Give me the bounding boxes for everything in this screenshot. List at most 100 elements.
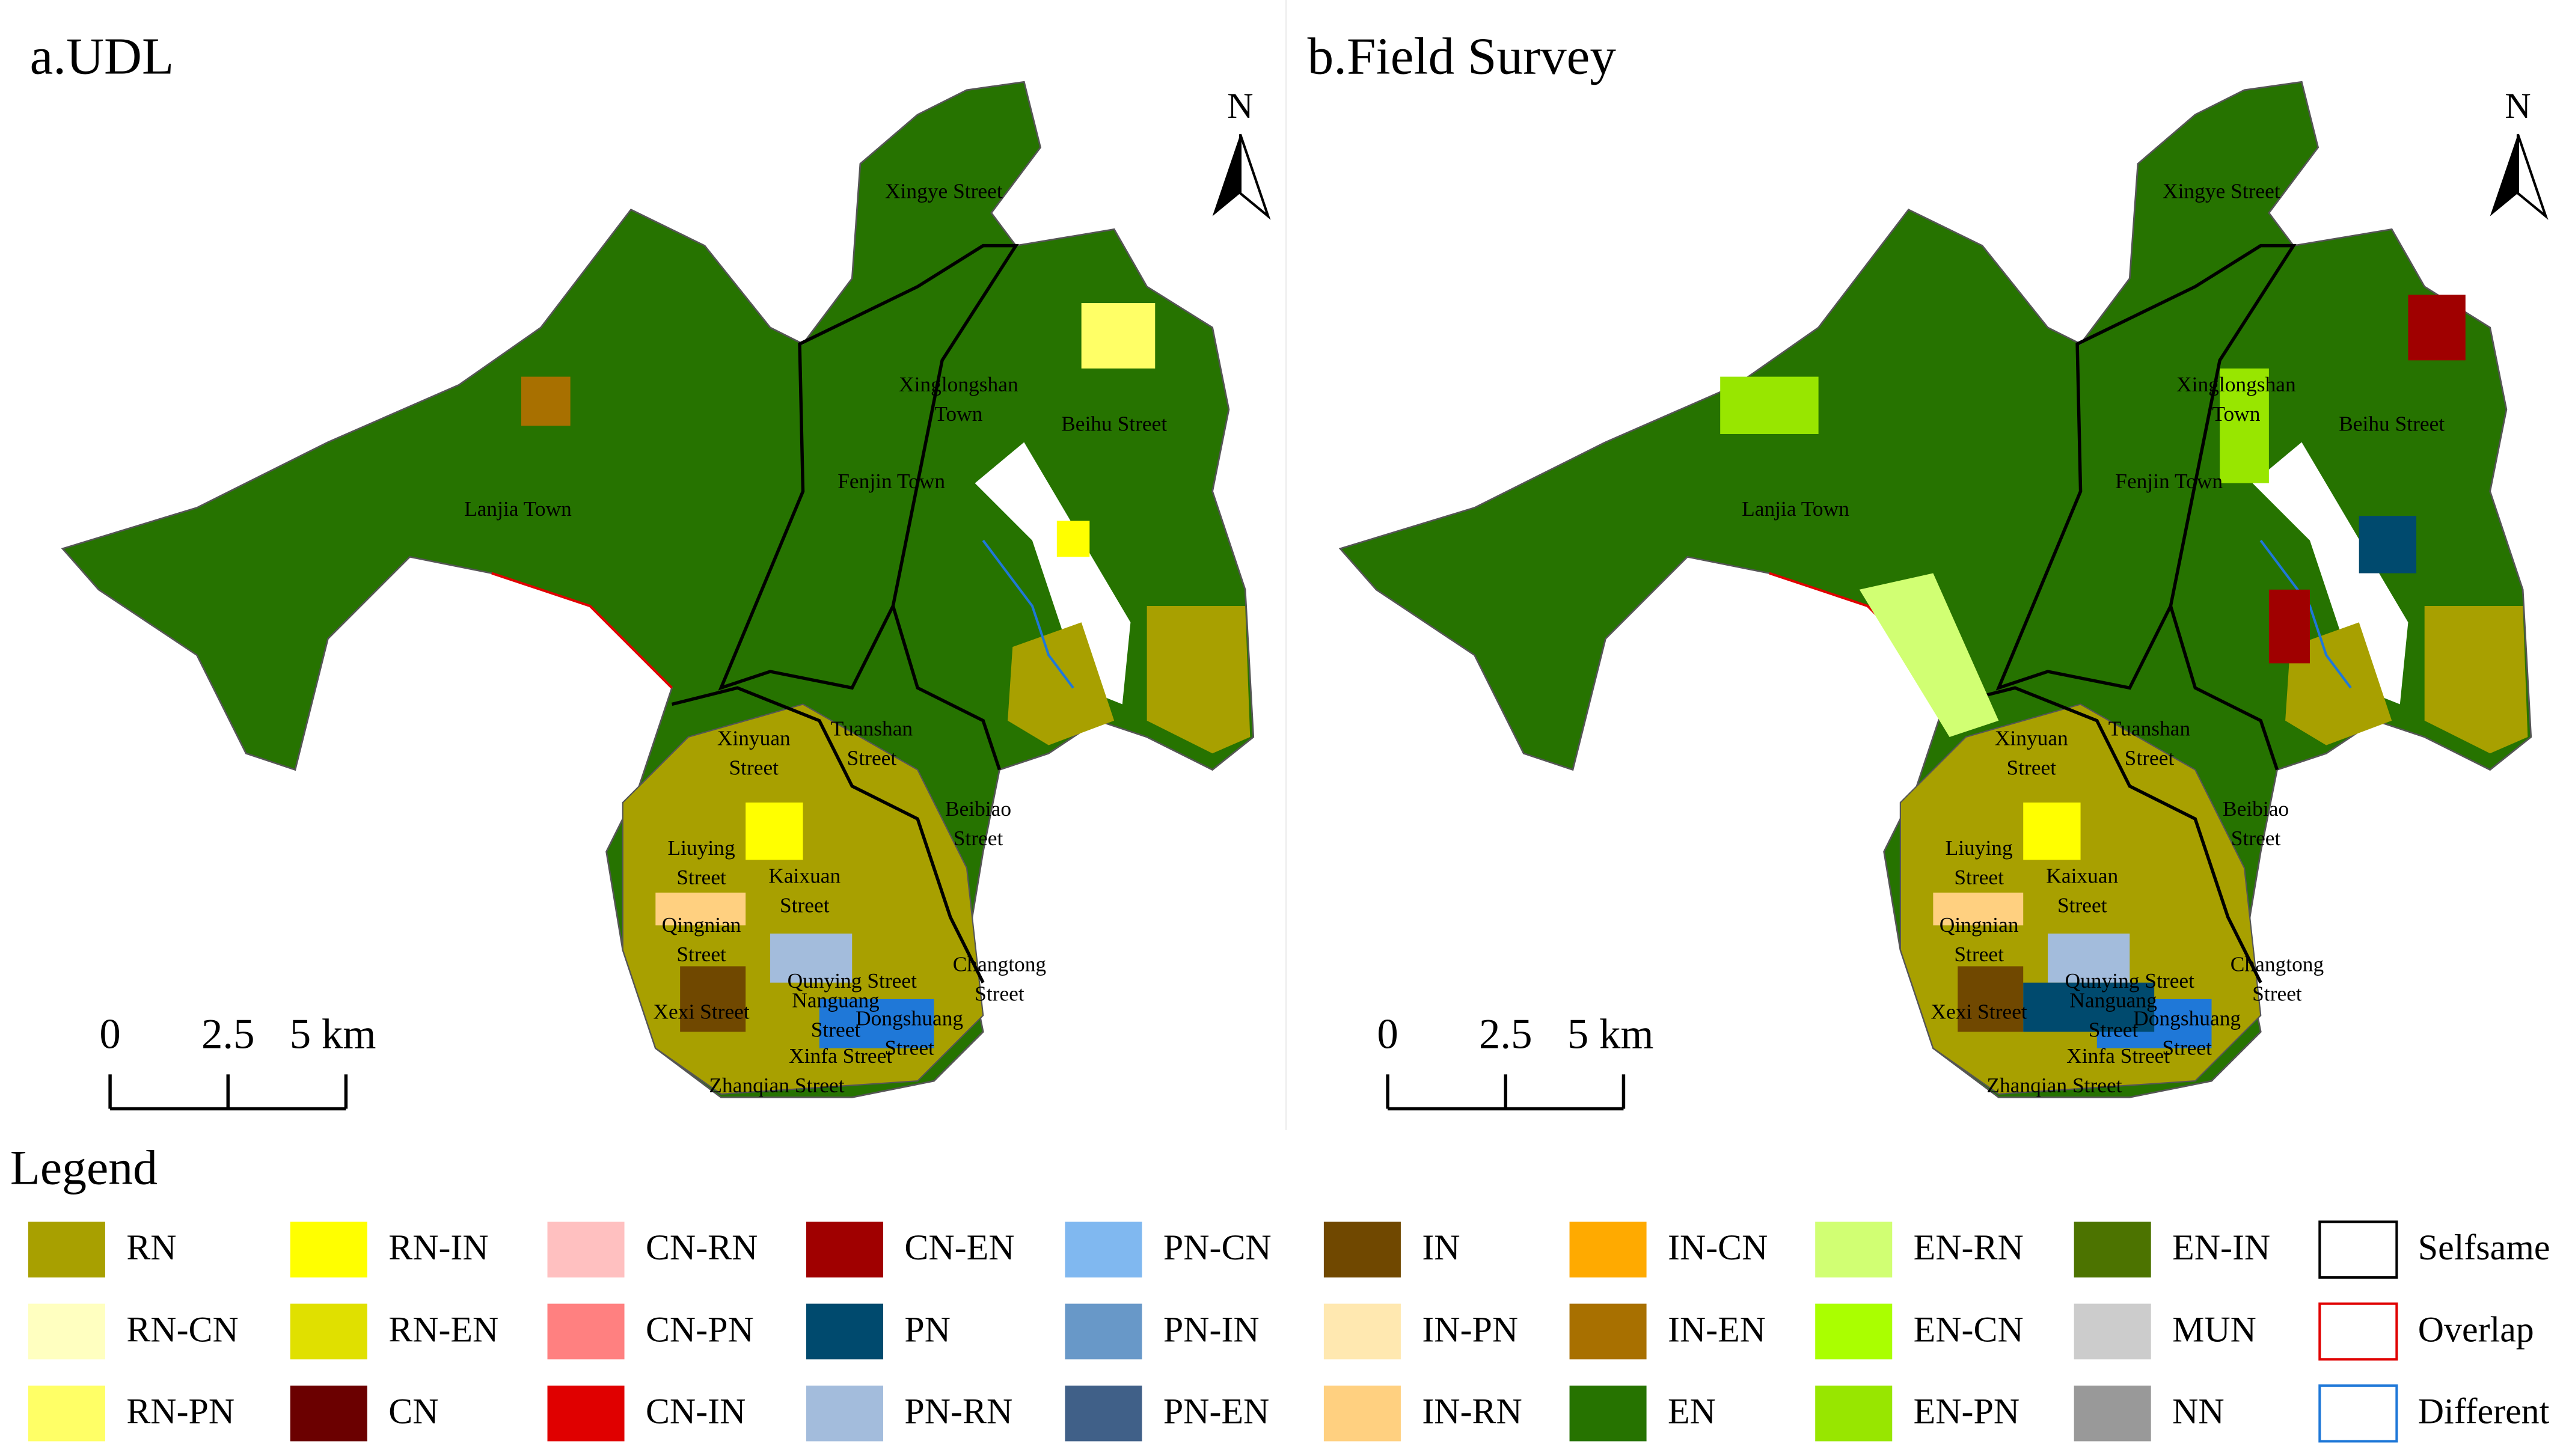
legend-label: EN-IN bbox=[2172, 1228, 2270, 1267]
place-label: Qunying Street bbox=[2065, 968, 2195, 993]
place-label: Nanguang bbox=[792, 988, 880, 1012]
north-label: N bbox=[1227, 86, 1253, 126]
place-label: Street bbox=[975, 982, 1024, 1006]
legend-swatch bbox=[547, 1303, 625, 1360]
scale-label: 5 km bbox=[1567, 1011, 1654, 1058]
place-label: Xinyuan bbox=[717, 726, 791, 750]
legend-label: PN-EN bbox=[1163, 1392, 1269, 1431]
north-arrow bbox=[1212, 134, 1240, 216]
place-label: Kaixuan bbox=[768, 863, 841, 887]
legend-swatch bbox=[1323, 1303, 1401, 1360]
legend: Legend RN RN-CN RN-PN RN-IN RN-EN CN CN-RN CN-P… bbox=[10, 1140, 2550, 1443]
place-label: Street bbox=[1954, 865, 2004, 889]
place-label: Street bbox=[954, 826, 1003, 850]
legend-swatch bbox=[2318, 1220, 2398, 1279]
legend-label: IN-PN bbox=[1422, 1309, 1518, 1349]
legend-swatch bbox=[1065, 1222, 1142, 1278]
legend-label: EN bbox=[1668, 1392, 1716, 1431]
legend-swatch bbox=[1323, 1385, 1401, 1442]
place-label: Xinyuan bbox=[1995, 726, 2068, 750]
panel-title: a.UDL bbox=[30, 27, 174, 85]
legend-swatch bbox=[290, 1222, 367, 1278]
place-label: Street bbox=[884, 1036, 934, 1060]
legend-label: NN bbox=[2172, 1392, 2225, 1431]
legend-swatch bbox=[28, 1385, 105, 1442]
legend-label: CN-IN bbox=[646, 1392, 746, 1431]
place-label: Zhanqian Street bbox=[1986, 1073, 2122, 1097]
place-label: Qingnian bbox=[1940, 913, 2019, 937]
place-label: Street bbox=[2007, 756, 2057, 780]
legend-label: Different bbox=[2418, 1392, 2550, 1431]
legend-label: MUN bbox=[2172, 1309, 2256, 1349]
legend-label: RN-CN bbox=[126, 1309, 238, 1349]
place-label: Beibiao bbox=[945, 797, 1011, 821]
legend-swatch bbox=[28, 1303, 105, 1360]
place-label: Changtong bbox=[953, 952, 1047, 976]
place-label: Xingye Street bbox=[2163, 179, 2280, 203]
place-label: Street bbox=[1954, 942, 2004, 966]
north-arrow bbox=[2490, 134, 2518, 216]
place-label: Street bbox=[676, 865, 726, 889]
legend-label: PN bbox=[904, 1309, 951, 1349]
place-label: Lanjia Town bbox=[464, 497, 572, 521]
place-label: Street bbox=[811, 1018, 861, 1042]
legend-swatch bbox=[547, 1222, 625, 1278]
legend-label: PN-IN bbox=[1163, 1309, 1260, 1349]
place-label: Street bbox=[847, 745, 897, 769]
legend-swatch bbox=[1065, 1385, 1142, 1442]
legend-swatch bbox=[806, 1385, 884, 1442]
place-label: Xexi Street bbox=[653, 1000, 749, 1024]
place-label: Fenjin Town bbox=[837, 469, 945, 493]
legend-swatch bbox=[2318, 1302, 2398, 1361]
place-label: Street bbox=[2125, 745, 2175, 769]
place-label: Street bbox=[2089, 1018, 2139, 1042]
legend-swatch bbox=[806, 1222, 884, 1278]
legend-label: IN-RN bbox=[1422, 1392, 1522, 1431]
legend-label: RN-PN bbox=[126, 1392, 234, 1431]
legend-label: EN-CN bbox=[1914, 1309, 2024, 1349]
legend-label: PN-CN bbox=[1163, 1228, 1272, 1267]
place-label: Xinfa Street bbox=[2066, 1044, 2170, 1068]
place-label: Dongshuang bbox=[856, 1006, 963, 1030]
place-label: Zhanqian Street bbox=[709, 1073, 844, 1097]
legend-label: RN-IN bbox=[388, 1228, 488, 1267]
map-panel: b.Field Survey Xingye Street Xinglongshan T… bbox=[1308, 27, 2549, 1111]
scale-label: 2.5 bbox=[1479, 1011, 1533, 1058]
legend-swatch bbox=[290, 1385, 367, 1442]
place-label: Tuanshan bbox=[831, 716, 913, 740]
legend-label: RN-EN bbox=[388, 1309, 498, 1349]
legend-label: CN-EN bbox=[904, 1228, 1014, 1267]
place-label: Beihu Street bbox=[2339, 412, 2445, 436]
map-panel: a.UDL Xingye Street Xinglongshan Town Beihu … bbox=[30, 27, 1271, 1111]
place-label: Qunying Street bbox=[788, 968, 917, 993]
place-label: Lanjia Town bbox=[1742, 497, 1849, 521]
legend-label: Overlap bbox=[2418, 1309, 2534, 1349]
legend-swatch bbox=[1569, 1385, 1647, 1442]
place-label: Street bbox=[2252, 982, 2302, 1006]
north-arrow bbox=[2516, 133, 2549, 220]
place-label: Street bbox=[2057, 893, 2107, 917]
legend-swatch bbox=[1065, 1303, 1142, 1360]
legend-swatch bbox=[806, 1303, 884, 1360]
place-label: Nanguang bbox=[2069, 988, 2157, 1012]
legend-swatch bbox=[28, 1222, 105, 1278]
place-label: Xinfa Street bbox=[789, 1044, 892, 1068]
place-label: Xingye Street bbox=[885, 179, 1003, 203]
north-label: N bbox=[2505, 86, 2531, 126]
place-label: Kaixuan bbox=[2046, 863, 2118, 887]
legend-label: CN-PN bbox=[646, 1309, 754, 1349]
place-label: Xexi Street bbox=[1931, 1000, 2027, 1024]
legend-label: CN bbox=[388, 1392, 438, 1431]
place-label: Street bbox=[676, 942, 726, 966]
legend-label: EN-RN bbox=[1914, 1228, 2024, 1267]
legend-swatch bbox=[1815, 1222, 1893, 1278]
legend-swatch bbox=[290, 1303, 367, 1360]
legend-label: IN-CN bbox=[1668, 1228, 1768, 1267]
place-label: Street bbox=[729, 756, 779, 780]
place-label: Town bbox=[2212, 402, 2260, 426]
legend-title: Legend bbox=[10, 1140, 158, 1194]
legend-label: EN-PN bbox=[1914, 1392, 2019, 1431]
place-label: Dongshuang bbox=[2133, 1006, 2241, 1030]
legend-label: Selfsame bbox=[2418, 1228, 2550, 1267]
